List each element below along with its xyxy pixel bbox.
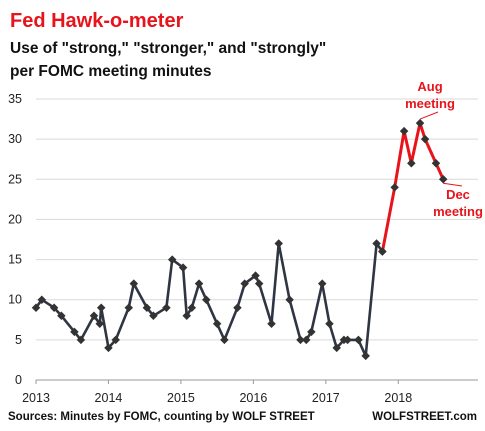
data-point-s0-6 (89, 311, 99, 321)
data-point-s0-3 (57, 311, 66, 321)
chart-subtitle-line-2: per FOMC meeting minutes (10, 63, 212, 80)
data-point-s0-8 (96, 303, 106, 312)
annotation-dec-line-1: Dec (446, 187, 470, 202)
data-point-s0-28 (267, 319, 276, 329)
data-point-s0-35 (325, 319, 334, 329)
data-point-s0-30 (285, 295, 294, 304)
y-tick-label-5: 5 (15, 333, 22, 347)
data-point-s0-18 (182, 311, 191, 321)
data-point-s0-21 (202, 295, 211, 304)
data-point-s0-39 (354, 335, 363, 345)
data-point-s0-31 (296, 335, 305, 345)
series-line-1 (380, 121, 445, 252)
data-point-s1-0 (378, 247, 387, 256)
y-tick-label-0: 0 (15, 373, 22, 387)
data-point-s0-4 (70, 327, 79, 337)
annotation-aug-line-1: Aug (417, 79, 442, 94)
y-tick-label-10: 10 (8, 293, 22, 307)
data-point-s0-16 (167, 255, 177, 264)
data-point-s0-40 (361, 351, 370, 361)
points-group (31, 118, 448, 361)
data-point-s0-10 (111, 335, 120, 345)
data-point-s0-2 (49, 303, 59, 312)
data-point-s0-9 (104, 343, 113, 353)
data-point-s0-14 (149, 311, 158, 321)
data-point-s0-26 (251, 271, 260, 280)
data-point-s1-3 (407, 158, 416, 168)
data-point-s0-15 (162, 303, 171, 312)
data-point-s0-24 (233, 303, 242, 312)
data-point-s0-29 (274, 239, 283, 248)
data-point-s0-12 (129, 279, 139, 288)
data-point-s1-5 (420, 134, 430, 144)
data-point-s0-13 (142, 303, 152, 312)
data-point-s0-38 (343, 335, 352, 345)
data-point-s0-36 (332, 343, 341, 353)
data-point-s0-25 (240, 279, 249, 288)
x-tick-label-2018: 2018 (384, 391, 412, 405)
y-tick-label-15: 15 (8, 253, 22, 267)
data-point-s0-19 (187, 303, 197, 312)
x-tick-label-2014: 2014 (95, 391, 123, 405)
data-point-s0-32 (302, 335, 311, 345)
data-point-s0-11 (124, 303, 133, 312)
data-point-s0-5 (76, 335, 86, 345)
y-tick-label-30: 30 (8, 132, 22, 146)
y-tick-label-20: 20 (8, 212, 22, 226)
grid (36, 98, 478, 381)
chart-subtitle-line-1: Use of "strong," "stronger," and "strong… (10, 40, 326, 57)
series-group (34, 111, 463, 358)
x-tick-label-2017: 2017 (312, 391, 340, 405)
x-tick-label-2016: 2016 (239, 391, 267, 405)
data-point-s0-33 (307, 327, 316, 337)
data-point-s0-1 (37, 295, 47, 304)
annotation-dec-pointer (443, 182, 463, 187)
data-point-s0-7 (95, 319, 105, 329)
data-point-s1-1 (390, 183, 399, 192)
y-tick-label-25: 25 (8, 172, 22, 186)
data-point-s0-0 (31, 303, 41, 312)
data-point-s0-27 (254, 279, 264, 288)
data-point-s1-4 (415, 118, 425, 128)
data-point-s0-41 (372, 239, 381, 248)
data-point-s1-6 (431, 158, 441, 168)
annotation-aug-pointer (419, 111, 439, 120)
source-note: Sources: Minutes by FOMC, counting by WO… (8, 411, 315, 423)
x-axis: 2013 2014 2015 2016 2017 2018 (22, 380, 412, 405)
data-point-s0-20 (194, 279, 204, 288)
annotation-aug-line-2: meeting (405, 96, 455, 111)
data-point-s0-34 (317, 279, 327, 288)
brand-label: WOLFSTREET.com (372, 411, 477, 423)
data-point-s1-7 (438, 175, 448, 184)
y-axis: 0 5 10 15 20 25 30 35 (8, 92, 22, 387)
annotation-dec-line-2: meeting (433, 204, 483, 219)
chart-title: Fed Hawk-o-meter (10, 10, 184, 32)
y-tick-label-35: 35 (8, 92, 22, 106)
x-tick-label-2013: 2013 (22, 391, 50, 405)
data-point-s0-23 (220, 335, 229, 345)
x-tick-label-2015: 2015 (167, 391, 195, 405)
data-point-s1-2 (399, 126, 409, 136)
data-point-s0-22 (212, 319, 222, 329)
data-point-s0-17 (178, 263, 188, 272)
